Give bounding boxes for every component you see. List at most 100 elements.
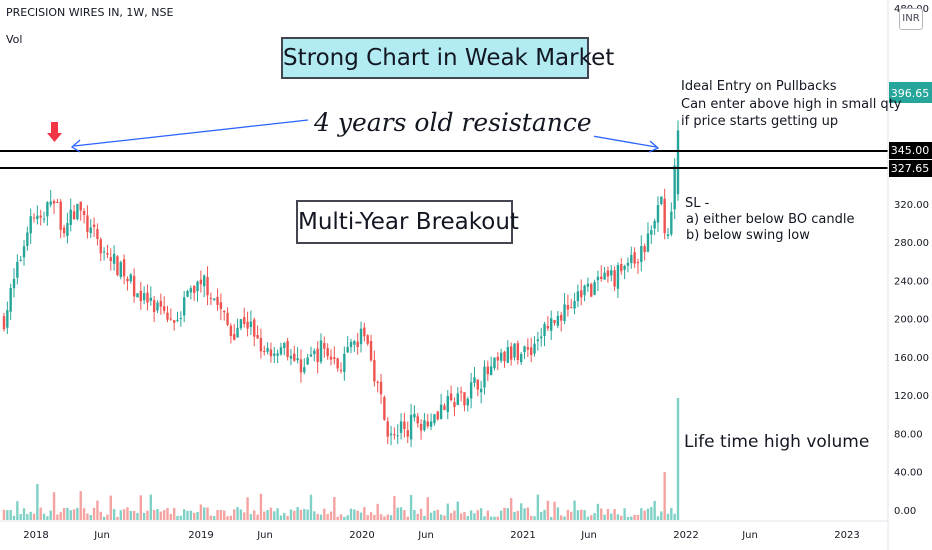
candle-body — [503, 351, 506, 362]
volume-bar — [346, 515, 349, 520]
candle-body — [313, 350, 316, 355]
candle-body — [62, 227, 66, 234]
volume-bar — [2, 509, 6, 520]
currency-badge[interactable]: INR — [899, 8, 923, 30]
candle-body — [239, 319, 243, 329]
time-tick-label: Jun — [741, 530, 758, 541]
candle-body — [306, 357, 309, 365]
time-tick-label: Jun — [256, 530, 273, 541]
volume-bar — [336, 516, 339, 520]
price-tick-label: 160.00 — [894, 353, 929, 364]
volume-bar — [590, 515, 593, 520]
candle-body — [96, 229, 99, 239]
time-axis: 2018 Jun 2019 Jun 2020 Jun 2021 Jun 2022 Jun 2023 — [23, 530, 859, 541]
candle-body — [603, 272, 606, 280]
candle-body — [253, 319, 256, 337]
volume-bar — [146, 510, 149, 520]
time-tick-label: 2022 — [673, 530, 698, 541]
candle-body — [483, 366, 486, 388]
volume-bar — [489, 516, 493, 520]
candle-body — [536, 339, 540, 342]
candle-body — [593, 282, 596, 295]
time-tick-label: 2019 — [188, 530, 213, 541]
candle-body — [446, 396, 449, 412]
volume-bar — [303, 508, 306, 520]
candle-body — [109, 257, 112, 262]
resistance-arrowhead-right — [648, 140, 660, 153]
candle-body — [600, 276, 603, 279]
price-tick-label: 80.00 — [894, 429, 923, 440]
volume-bar — [666, 513, 670, 520]
candle-body — [276, 353, 279, 356]
volume-bar — [406, 516, 409, 520]
peak-marker-icon — [47, 122, 62, 142]
candle-body — [606, 270, 610, 277]
volume-bar — [393, 496, 396, 520]
symbol-header[interactable]: PRECISION WIRES IN, 1W, NSE — [6, 6, 174, 19]
candle-body — [359, 328, 363, 345]
candle-body — [570, 307, 573, 309]
volume-bar — [386, 514, 389, 520]
volume-bar — [49, 510, 52, 520]
volume-bar — [243, 512, 246, 520]
last-price-tag — [889, 82, 932, 103]
volume-bar — [59, 512, 62, 520]
volume-bar — [319, 514, 323, 520]
candle-body — [386, 421, 389, 437]
candle-body — [233, 334, 236, 340]
candle-body — [486, 366, 490, 375]
candle-body — [573, 301, 576, 309]
candle-body — [439, 404, 443, 419]
candle-body — [132, 275, 136, 297]
volume-bar — [206, 507, 209, 520]
candle-body — [229, 325, 233, 337]
volume-bar — [416, 513, 419, 520]
candle-body — [323, 343, 326, 349]
volume-bar — [283, 512, 286, 520]
volume-indicator-label[interactable]: Vol — [6, 33, 23, 46]
candle-body — [16, 261, 19, 278]
candle-body — [303, 367, 306, 373]
volume-bar — [616, 514, 620, 520]
volume-bar — [72, 509, 76, 520]
candle-body — [69, 209, 72, 225]
volume-bar — [209, 515, 213, 520]
volume-bar — [116, 516, 119, 520]
resistance-lower-tag — [889, 160, 932, 177]
candle-body — [122, 259, 126, 277]
volume-bar — [456, 501, 459, 520]
volume-bar — [600, 508, 603, 520]
candle-body — [493, 357, 496, 369]
candle-body — [580, 290, 583, 298]
volume-bar — [383, 516, 386, 520]
volume-bar — [189, 510, 193, 520]
volume-bar — [266, 509, 269, 520]
candle-body — [156, 302, 159, 311]
resistance-upper-tag — [889, 142, 932, 159]
volume-bar — [656, 516, 660, 520]
volume-bar — [389, 515, 393, 520]
volume-bar — [323, 508, 326, 520]
volume-bar — [9, 510, 12, 520]
candle-body — [379, 381, 383, 395]
candle-body — [343, 353, 346, 373]
volume-bar — [196, 511, 199, 520]
volume-annotation: Life time high volume — [684, 432, 870, 452]
price-tick-label: 200.00 — [894, 315, 929, 326]
candle-body — [216, 296, 219, 305]
candle-body — [626, 262, 630, 266]
volume-bar — [373, 514, 376, 520]
volume-bar — [539, 511, 543, 520]
candle-body — [553, 320, 556, 324]
volume-bar — [636, 514, 640, 520]
volume-bar — [122, 509, 126, 520]
candle-body — [479, 388, 483, 393]
candle-body — [533, 343, 536, 354]
volume-bar — [630, 516, 633, 520]
candle-body — [213, 298, 216, 301]
candle-body — [82, 211, 86, 215]
volume-bar — [162, 510, 166, 520]
candle-body — [556, 315, 560, 326]
candle-body — [36, 215, 39, 220]
candle-body — [246, 321, 249, 329]
